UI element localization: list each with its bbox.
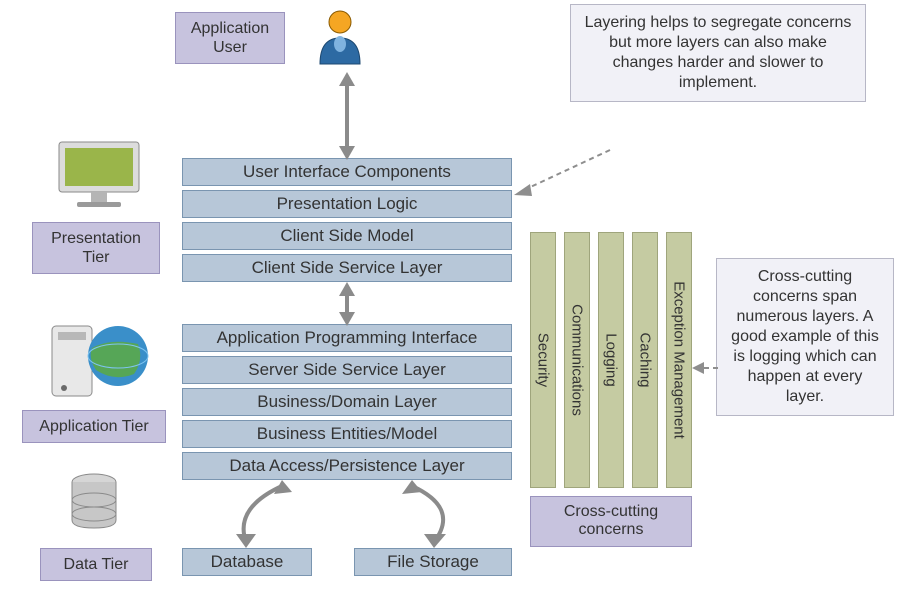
layer-data-access: Data Access/Persistence Layer [182,452,512,480]
application-tier-text: Application Tier [39,418,148,435]
crosscut-communications: Communications [564,232,590,488]
application-user-label: Application User [175,12,285,64]
presentation-tier-label: Presentation Tier [32,222,160,274]
layer-ui-components: User Interface Components [182,158,512,186]
layer-client-model: Client Side Model [182,222,512,250]
dashed-arrow-layering [510,140,630,200]
user-icon [310,8,370,75]
crosscut-logging: Logging [598,232,624,488]
arrowhead-down-icon [339,146,355,160]
file-storage-box: File Storage [354,548,512,576]
database-box: Database [182,548,312,576]
arrowhead-down-icon [339,312,355,326]
layer-business-domain: Business/Domain Layer [182,388,512,416]
layer-client-service: Client Side Service Layer [182,254,512,282]
arrowhead-up-icon [339,282,355,296]
layer-business-entities: Business Entities/Model [182,420,512,448]
crosscut-caching: Caching [632,232,658,488]
arrow-to-filestorage [380,480,490,550]
layer-presentation-logic: Presentation Logic [182,190,512,218]
callout-layering: Layering helps to segregate concerns but… [570,4,866,102]
arrowhead-up-icon [339,72,355,86]
layer-api: Application Programming Interface [182,324,512,352]
layer-server-service: Server Side Service Layer [182,356,512,384]
data-tier-label: Data Tier [40,548,152,581]
arrow-to-database [210,480,320,550]
server-globe-icon [44,316,154,407]
data-tier-text: Data Tier [64,556,129,573]
arrow-user-presentation [345,84,349,150]
crosscut-exception: Exception Management [666,232,692,488]
monitor-icon [55,140,143,215]
presentation-tier-text: Presentation Tier [51,230,141,266]
crosscut-security: Security [530,232,556,488]
database-icon [66,472,122,537]
dashed-arrow-crosscut [692,358,722,378]
application-tier-label: Application Tier [22,410,166,443]
crosscut-label: Cross-cutting concerns [530,496,692,547]
callout-crosscut: Cross-cutting concerns span numerous lay… [716,258,894,416]
